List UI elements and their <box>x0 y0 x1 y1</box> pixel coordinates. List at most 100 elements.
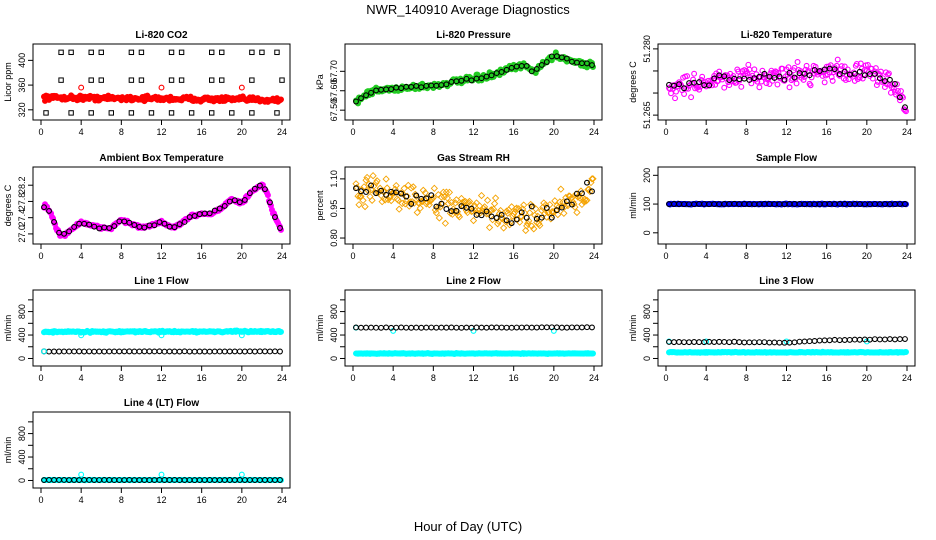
series-black <box>43 110 280 116</box>
data-point <box>359 196 367 205</box>
data-point <box>261 186 268 193</box>
data-point <box>586 187 594 196</box>
data-point <box>438 200 445 207</box>
data-point <box>856 74 863 81</box>
data-point <box>368 196 376 204</box>
data-point <box>51 218 58 225</box>
data-point <box>846 336 853 343</box>
x-tick-label: 4 <box>391 373 396 383</box>
data-point <box>902 104 908 111</box>
data-point <box>430 184 438 192</box>
data-point <box>191 212 198 219</box>
data-point <box>530 225 538 233</box>
data-point <box>493 324 500 331</box>
data-point <box>387 196 395 205</box>
data-point <box>457 194 466 203</box>
data-point <box>361 202 369 211</box>
data-point <box>730 72 737 79</box>
data-point <box>403 324 410 331</box>
data-point <box>562 193 570 202</box>
data-point <box>363 173 371 182</box>
data-point <box>211 207 218 214</box>
data-point <box>721 84 728 91</box>
data-point <box>241 196 248 203</box>
data-point <box>864 61 871 68</box>
x-tick-label: 8 <box>744 373 749 383</box>
data-point <box>761 70 768 77</box>
y-axis-label: degrees C <box>628 61 638 103</box>
data-point <box>478 75 485 82</box>
data-point <box>776 339 783 346</box>
data-point <box>355 201 363 209</box>
data-point <box>483 196 492 204</box>
data-point <box>413 324 420 331</box>
data-point <box>726 77 733 83</box>
data-point <box>41 204 47 211</box>
data-point <box>716 338 723 345</box>
data-point <box>138 77 145 83</box>
data-point <box>106 225 113 231</box>
x-tick-label: 0 <box>350 251 355 261</box>
data-point <box>528 324 535 331</box>
data-point <box>488 324 495 331</box>
data-point <box>58 49 64 56</box>
x-tick-label: 4 <box>704 373 709 383</box>
data-point <box>181 348 188 355</box>
data-point <box>241 348 248 355</box>
data-point <box>681 339 688 346</box>
x-tick-label: 8 <box>431 251 436 261</box>
data-point <box>577 187 585 195</box>
data-point <box>425 201 433 209</box>
data-point <box>791 74 798 81</box>
data-point <box>388 86 395 93</box>
data-point <box>216 205 223 212</box>
data-point <box>434 191 442 199</box>
x-tick-label: 4 <box>391 127 396 137</box>
data-point <box>405 202 413 210</box>
data-point <box>796 338 803 345</box>
y-tick-label: 800 <box>642 304 652 319</box>
data-point <box>121 348 128 355</box>
y-tick-label: 51.280 <box>642 35 652 63</box>
x-tick-label: 20 <box>237 127 247 137</box>
data-point <box>490 199 499 208</box>
data-point <box>902 348 909 355</box>
data-point <box>409 183 417 191</box>
data-point <box>383 191 390 198</box>
data-point <box>508 203 516 211</box>
data-point <box>178 77 185 83</box>
data-point <box>834 56 841 63</box>
data-point <box>423 324 430 331</box>
data-point <box>231 348 238 355</box>
data-point <box>676 339 683 345</box>
data-point <box>902 336 908 342</box>
data-point <box>76 348 83 355</box>
x-tick-label: 0 <box>350 373 355 383</box>
data-point <box>776 73 783 80</box>
data-point <box>726 339 733 346</box>
panel-title: Ambient Box Temperature <box>99 153 224 164</box>
data-point <box>528 68 535 75</box>
data-point <box>368 182 375 189</box>
data-point <box>483 208 490 215</box>
data-points <box>41 471 284 484</box>
data-point <box>738 83 745 90</box>
data-point <box>589 324 595 331</box>
data-point <box>520 201 528 209</box>
data-point <box>887 89 894 96</box>
data-point <box>551 197 559 205</box>
data-point <box>873 82 880 89</box>
data-point <box>66 228 73 235</box>
data-point <box>126 219 133 226</box>
data-point <box>373 324 380 331</box>
x-tick-label: 16 <box>197 495 207 505</box>
data-point <box>171 348 178 355</box>
data-point <box>523 62 530 69</box>
data-point <box>188 110 195 116</box>
data-point <box>238 471 245 478</box>
panel-title: Li-820 Temperature <box>741 30 833 41</box>
x-tick-label: 0 <box>38 127 43 137</box>
data-point <box>416 204 424 212</box>
data-point <box>366 192 374 201</box>
data-point <box>267 348 273 355</box>
